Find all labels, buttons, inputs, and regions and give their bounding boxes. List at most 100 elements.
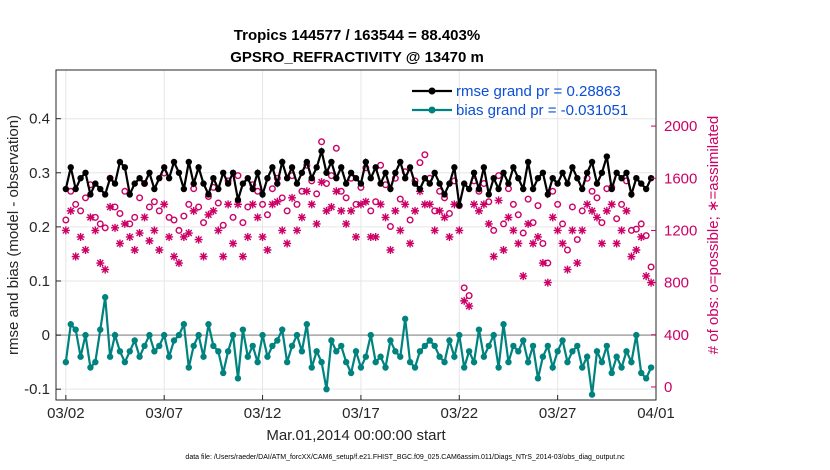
- bias-point: [446, 337, 453, 344]
- rmse-point: [490, 174, 497, 182]
- rmse-point: [372, 164, 379, 171]
- assimilated-obs-point: [637, 232, 646, 241]
- assimilated-obs-point: [283, 239, 292, 248]
- assimilated-obs-point: [617, 226, 626, 235]
- rmse-point: [82, 169, 89, 176]
- assimilated-obs-point: [642, 272, 651, 281]
- possible-obs-point: [327, 172, 335, 180]
- rmse-point: [338, 164, 345, 171]
- possible-obs-point: [460, 284, 468, 292]
- rmse-point: [131, 180, 138, 187]
- assimilated-obs-point: [514, 239, 523, 248]
- bias-point: [411, 364, 419, 371]
- bias-point: [465, 348, 473, 355]
- possible-obs-point: [396, 195, 404, 203]
- bias-point: [328, 337, 335, 344]
- assimilated-obs-point: [401, 200, 410, 209]
- bias-point: [180, 321, 188, 328]
- assimilated-obs-point: [533, 232, 542, 241]
- assimilated-obs-point: [111, 223, 120, 232]
- bias-point: [460, 364, 468, 371]
- bias-point: [647, 364, 655, 371]
- bias-point: [323, 385, 330, 393]
- rmse-point: [564, 180, 571, 187]
- bias-point: [106, 353, 114, 360]
- assimilated-obs-point: [371, 232, 380, 241]
- plot-frame: [55, 69, 657, 401]
- assimilated-obs-point: [278, 226, 287, 235]
- assimilated-obs-point: [140, 213, 149, 222]
- assimilated-obs-point: [607, 200, 616, 209]
- assimilated-obs-point: [366, 232, 375, 241]
- assimilated-obs-point: [135, 229, 144, 238]
- bias-point: [151, 348, 158, 355]
- assimilated-obs-point: [229, 239, 238, 248]
- bias-point: [421, 342, 429, 350]
- assimilated-obs-point: [563, 265, 572, 274]
- possible-obs-point: [495, 172, 503, 180]
- rmse-point: [210, 174, 217, 182]
- assimilated-obs-point: [248, 200, 257, 209]
- possible-obs-point: [62, 216, 70, 224]
- possible-obs-point: [150, 198, 158, 206]
- possible-obs-point: [229, 213, 237, 221]
- legend-marker: [428, 106, 436, 114]
- possible-obs-point: [283, 207, 291, 215]
- possible-obs-point: [200, 219, 208, 227]
- y-right-tick-label: 2000: [664, 118, 697, 135]
- possible-obs-point: [613, 215, 621, 223]
- assimilated-obs-point: [543, 278, 552, 287]
- assimilated-obs-point: [484, 219, 493, 228]
- bias-point: [500, 321, 507, 328]
- bias-point: [485, 342, 492, 350]
- bias-point: [529, 342, 537, 350]
- bias-point: [205, 321, 212, 328]
- y-left-tick-label: -0.1: [24, 381, 50, 398]
- bias-point: [505, 358, 512, 366]
- bias-point: [303, 321, 311, 328]
- bias-point: [534, 375, 542, 382]
- rmse-point: [190, 180, 197, 187]
- rmse-point: [367, 174, 374, 182]
- assimilated-obs-point: [430, 226, 439, 235]
- possible-obs-point: [332, 144, 340, 152]
- y-left-tick-label: 0.2: [29, 219, 50, 236]
- bias-point: [392, 348, 399, 355]
- possible-obs-point: [500, 220, 508, 228]
- possible-obs-point: [539, 239, 547, 247]
- bias-point: [559, 337, 566, 344]
- rmse-point: [520, 185, 527, 193]
- assimilated-obs-point: [307, 200, 316, 209]
- x-tick-label: 03/27: [539, 405, 577, 422]
- assimilated-obs-point: [352, 232, 360, 241]
- possible-obs-point: [618, 200, 626, 208]
- chart-title-line2: GPSRO_REFRACTIVITY @ 13470 m: [230, 49, 484, 66]
- assimilated-obs-point: [268, 200, 277, 209]
- assimilated-obs-point: [465, 302, 474, 311]
- assimilated-obs-point: [538, 259, 547, 268]
- legend-marker: [428, 87, 436, 95]
- possible-obs-point: [82, 194, 90, 202]
- possible-obs-point: [145, 203, 153, 211]
- assimilated-obs-point: [317, 178, 326, 187]
- rmse-point: [224, 180, 232, 187]
- bias-point: [598, 358, 606, 366]
- rmse-point: [106, 174, 114, 182]
- bias-point: [62, 358, 70, 366]
- bias-point: [338, 342, 345, 350]
- assimilated-obs-point: [297, 213, 306, 222]
- bias-point: [515, 348, 522, 355]
- rmse-point: [431, 169, 438, 176]
- assimilated-obs-point: [612, 239, 621, 248]
- rmse-point: [480, 164, 488, 171]
- assimilated-obs-point: [519, 272, 528, 281]
- bias-point: [638, 369, 645, 377]
- rmse-point: [549, 174, 556, 182]
- rmse-point: [618, 174, 625, 182]
- y-left-tick-label: 0.3: [29, 165, 50, 182]
- assimilated-obs-point: [170, 252, 179, 261]
- assimilated-obs-point: [224, 200, 233, 209]
- assimilated-obs-point: [435, 206, 444, 215]
- possible-obs-point: [219, 221, 227, 229]
- assimilated-obs-point: [273, 197, 282, 206]
